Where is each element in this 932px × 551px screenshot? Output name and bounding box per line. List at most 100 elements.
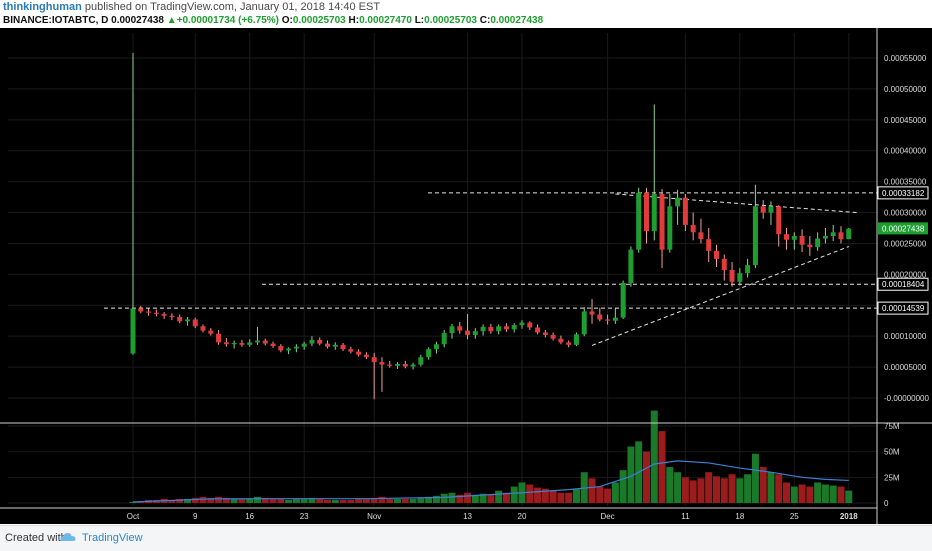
candle-body [830, 232, 836, 237]
candle-body [348, 349, 354, 352]
close-label: C: [479, 15, 491, 26]
candle-body [395, 364, 401, 366]
price-tick-label: 0.00025000 [884, 239, 927, 248]
volume-bar [790, 486, 798, 503]
last-price: 0.00027438 [111, 15, 164, 26]
candle-body [317, 339, 323, 344]
volume-bar [705, 472, 713, 503]
candle-body [659, 194, 665, 250]
volume-bar [604, 488, 612, 503]
volume-bar [230, 498, 238, 503]
volume-bar [417, 497, 425, 503]
candle-body [628, 249, 634, 284]
price-tick-label: 0.00005000 [884, 363, 927, 372]
candle-body [605, 319, 611, 321]
candle-body [636, 192, 642, 250]
volume-tick-label: 0 [884, 499, 889, 508]
tradingview-cloud-icon[interactable] [60, 531, 76, 543]
volume-bar [502, 492, 510, 503]
candle-body [745, 265, 751, 274]
price-level-label: 0.00033182 [882, 189, 925, 198]
candle-body [791, 236, 797, 240]
candle-body [651, 194, 657, 232]
candle-body [573, 334, 579, 345]
candle-body [177, 317, 183, 322]
candle-body [169, 315, 175, 318]
candlestick-chart[interactable]: 0.00055000 0.00050000 0.00045000 0.00040000… [0, 28, 932, 524]
author-link[interactable]: thinkinghuman [3, 1, 82, 13]
volume-bar [767, 472, 775, 503]
created-with-text: Created with [5, 532, 67, 544]
volume-bar [588, 478, 596, 503]
low-label: L: [414, 15, 425, 26]
candle-body [714, 250, 719, 259]
candle-body [815, 238, 821, 248]
candle-body [550, 334, 556, 339]
volume-bar [246, 498, 254, 503]
candle-body [535, 327, 541, 333]
price-tick-label: 0.00035000 [884, 178, 927, 187]
volume-bar [378, 496, 386, 503]
candle-body [208, 330, 214, 334]
volume-bar [308, 497, 316, 503]
candle-body [293, 346, 299, 349]
price-tick-label: 0.00010000 [884, 332, 927, 341]
time-tick-label: Dec [600, 512, 614, 521]
candle-body [519, 322, 525, 326]
volume-bar [549, 490, 557, 503]
price-level-lines [104, 192, 877, 309]
candle-body [752, 206, 758, 266]
volume-tick-label: 25M [884, 473, 900, 482]
chart-header: thinkinghuman published on TradingView.c… [0, 0, 932, 28]
price-level-label: 0.00018404 [882, 280, 925, 289]
price-tick-label: 0.00040000 [884, 147, 927, 156]
candle-body [776, 206, 782, 235]
price-tick-label: 0.00030000 [884, 209, 927, 218]
volume-bar [316, 498, 324, 503]
candle-body [402, 364, 408, 367]
volume-bar [277, 498, 285, 503]
candle-body [457, 326, 463, 331]
volume-bar [495, 490, 503, 503]
candle-body [441, 333, 447, 345]
trend-line [615, 193, 857, 214]
volume-bar [362, 498, 370, 503]
time-tick-label: 16 [245, 512, 254, 521]
candle-body [597, 314, 603, 320]
candle-body [223, 342, 229, 345]
candle-body [247, 342, 253, 345]
candle-body [488, 326, 494, 332]
price-level-tag [877, 301, 929, 315]
footer-bar: Created with TradingView [0, 525, 932, 551]
volume-bar [401, 498, 409, 503]
volume-bar [300, 498, 308, 503]
volume-bar [611, 482, 619, 503]
candle-body [418, 357, 424, 365]
tradingview-brand[interactable]: TradingView [82, 532, 143, 544]
volume-bar [783, 482, 791, 503]
volume-bar [720, 478, 728, 503]
candle-body [153, 312, 159, 314]
volume-bar [728, 474, 736, 503]
volume-tick-label: 50M [884, 448, 900, 457]
volume-bar [464, 492, 472, 503]
volume-bar [821, 484, 829, 503]
candle-body [496, 326, 502, 332]
volume-bar [238, 498, 246, 503]
candle-body [270, 343, 276, 347]
volume-bar [650, 410, 658, 503]
volume-bar [215, 496, 223, 503]
candles-group [130, 53, 852, 400]
volume-bar [176, 498, 184, 503]
price-tick-label: 0.00055000 [884, 54, 927, 63]
volume-bar [129, 501, 137, 503]
candle-body [410, 364, 416, 367]
candle-body [721, 258, 727, 271]
candle-body [356, 351, 362, 355]
candle-body [216, 333, 222, 343]
volume-bar [736, 478, 744, 503]
candle-body [612, 317, 618, 321]
candle-body [527, 322, 533, 328]
volume-bar [394, 498, 402, 503]
volume-bar [658, 431, 666, 503]
